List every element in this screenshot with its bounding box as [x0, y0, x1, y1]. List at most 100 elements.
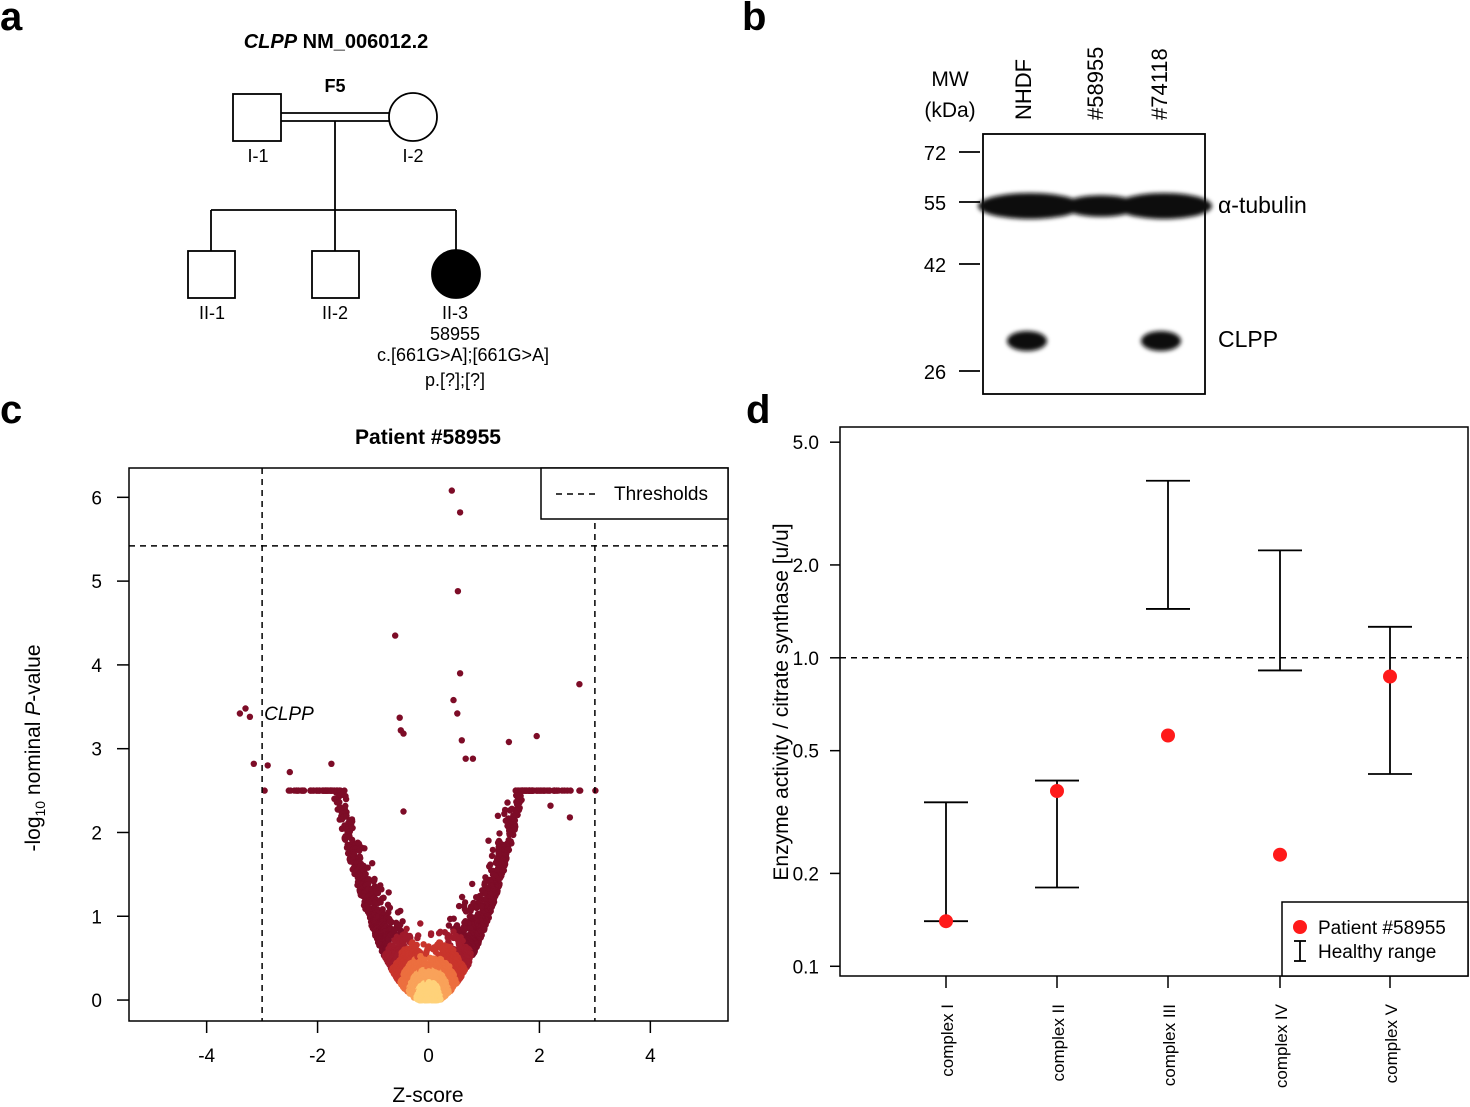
volcano-point [462, 908, 470, 915]
mw-markers: 72 55 42 26 [924, 143, 980, 384]
marker-label: 42 [924, 255, 946, 277]
volcano-point-outlier [576, 681, 583, 688]
volcano-point [397, 907, 404, 915]
marker-label: 55 [924, 193, 946, 215]
volcano-point [378, 886, 385, 893]
x-tick-label: 4 [645, 1046, 656, 1067]
volcano-point [447, 915, 454, 923]
volcano-point [364, 881, 372, 888]
volcano-title: Patient #58955 [355, 426, 501, 449]
volcano-point [425, 996, 432, 1004]
volcano-point-outlier [566, 814, 574, 821]
band-label-tubulin: α-tubulin [1218, 192, 1307, 218]
volcano-points [236, 487, 599, 1004]
tubulin-band [1116, 193, 1212, 219]
volcano-point [458, 893, 466, 901]
volcano-point [403, 925, 410, 932]
volcano-point-outlier [250, 760, 257, 767]
volcano-point-outlier [392, 632, 399, 639]
volcano-point [342, 795, 350, 803]
variant-protein: p.[?];[?] [425, 370, 485, 390]
volcano-point-outlier [454, 710, 461, 717]
x-tick-label: -4 [198, 1046, 215, 1067]
volcano-point-outlier [469, 755, 477, 762]
volcano-point [506, 807, 514, 814]
blot-membrane [982, 133, 1206, 395]
pedigree-son-1 [187, 250, 236, 299]
volcano-point-outlier [533, 732, 540, 740]
volcano-point [417, 920, 424, 927]
volcano-point-outlier [400, 730, 407, 737]
volcano-point [488, 852, 496, 860]
mw-label: MW [931, 68, 968, 91]
clpp-annotation: CLPP [264, 704, 314, 725]
volcano-plot: Patient #58955 -4 -2 0 2 4 0 1 2 3 4 5 6 Thresholds… [22, 426, 729, 1107]
volcano-point [371, 877, 378, 884]
volcano-point-outlier [246, 713, 254, 720]
volcano-point-outlier [456, 670, 464, 677]
volcano-point [399, 918, 406, 925]
healthy-range-bar [1258, 549, 1302, 672]
individual-label: II-3 [442, 303, 468, 323]
volcano-point-outlier [328, 760, 335, 767]
volcano-point-outlier [505, 738, 513, 746]
pedigree-son-2 [311, 250, 360, 299]
family-id: F5 [324, 76, 345, 96]
x-tick-label: complex I [938, 1004, 957, 1077]
pedigree: CLPP NM_006012.2 F5 I-1 I-2 II-1 II-2 II… [187, 31, 549, 390]
blot-bands [978, 193, 1212, 351]
y-tick-label: 5.0 [793, 433, 819, 454]
volcano-legend [540, 467, 729, 520]
volcano-point-outlier [454, 588, 462, 595]
lane-label: NHDF [1011, 59, 1036, 120]
y-tick-label: 3 [91, 740, 102, 761]
individual-label: I-1 [247, 146, 268, 166]
marker-label: 72 [924, 143, 946, 165]
healthy-range-bar [1035, 779, 1079, 889]
x-tick-label: complex IV [1272, 1003, 1291, 1088]
clpp-band [1141, 331, 1181, 351]
legend-range-label: Healthy range [1318, 942, 1436, 963]
legend-patient-label: Patient #58955 [1318, 918, 1446, 939]
volcano-point [364, 864, 371, 871]
panel-letter-d: d [746, 388, 770, 432]
volcano-point [300, 787, 308, 794]
volcano-point-outlier [458, 737, 465, 744]
panel-letter-b: b [742, 0, 766, 39]
pedigree-mother [388, 92, 438, 142]
volcano-point [502, 817, 509, 824]
western-blot: MW (kDa) NHDF #58955 #74118 72 55 42 26 … [924, 47, 1307, 395]
volcano-point [504, 799, 511, 806]
volcano-point-outlier [547, 802, 554, 809]
volcano-point [512, 787, 519, 794]
y-tick-label: 0.2 [793, 864, 819, 885]
y-tick-label: 4 [91, 656, 102, 677]
individual-label: I-2 [402, 146, 423, 166]
patient-point [1273, 847, 1287, 862]
variant-cdna: c.[661G>A];[661G>A] [377, 345, 549, 365]
volcano-axes: -4 -2 0 2 4 0 1 2 3 4 5 6 [91, 488, 656, 1067]
volcano-point [506, 831, 513, 839]
volcano-point-outlier [456, 509, 464, 516]
y-tick-label: 1 [91, 907, 102, 928]
patient-point [939, 914, 953, 929]
x-tick-label: -2 [309, 1046, 326, 1067]
y-tick-label: 2.0 [793, 556, 819, 577]
mw-unit-label: (kDa) [924, 99, 975, 122]
x-tick-label: complex V [1382, 1003, 1401, 1083]
healthy-range-bar [1368, 625, 1412, 775]
volcano-point-outlier [450, 696, 457, 704]
volcano-point [349, 824, 356, 832]
volcano-point [513, 792, 520, 799]
y-tick-label: 6 [91, 488, 102, 509]
volcano-x-label: Z-score [392, 1084, 463, 1107]
volcano-point [356, 847, 363, 854]
volcano-point [473, 894, 480, 901]
volcano-point [469, 880, 476, 888]
x-tick-label: complex III [1160, 1004, 1179, 1086]
volcano-point [492, 859, 500, 866]
volcano-point [485, 837, 492, 844]
x-tick-label: 0 [423, 1046, 434, 1067]
volcano-point-outlier [264, 762, 271, 769]
